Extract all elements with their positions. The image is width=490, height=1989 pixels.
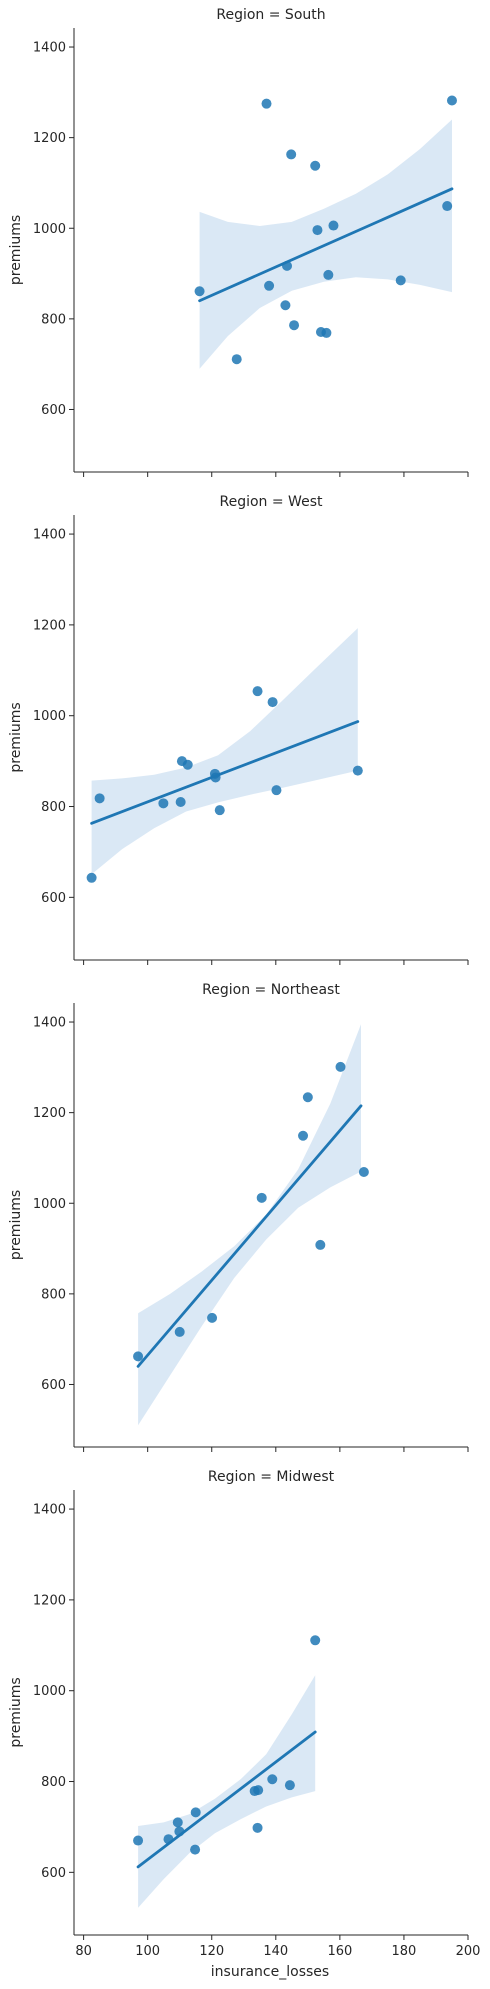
confidence-band — [138, 1675, 316, 1908]
data-point — [210, 772, 221, 783]
facet-title: Region = West — [220, 494, 323, 510]
data-point — [312, 225, 323, 236]
facet-panel: Region = West 600 800 1000 1200 1400 premiums — [8, 494, 469, 965]
data-point — [280, 300, 291, 311]
data-point — [271, 785, 282, 796]
data-point — [94, 793, 105, 804]
data-point — [261, 98, 272, 109]
data-point — [289, 320, 300, 331]
data-point — [442, 201, 453, 212]
regression-line — [136, 1730, 317, 1869]
facet-panel: Region = Midwest 600 800 1000 1200 1400 80 100 1… — [8, 1469, 480, 1959]
data-point — [298, 1130, 309, 1141]
data-point — [267, 697, 278, 708]
data-point — [264, 280, 275, 291]
x-tick-label: 180 — [392, 1944, 417, 1959]
data-point — [190, 1844, 201, 1855]
y-axis-label: premiums — [8, 215, 24, 285]
data-point — [395, 275, 406, 286]
data-point — [214, 805, 225, 816]
y-tick-label: 1000 — [33, 1684, 66, 1699]
data-point — [190, 1807, 201, 1818]
y-tick-label: 600 — [41, 891, 66, 906]
y-tick-label: 800 — [41, 312, 66, 327]
y-tick-label: 600 — [41, 403, 66, 418]
data-point — [252, 1822, 263, 1833]
data-point — [163, 1834, 174, 1845]
data-point — [310, 160, 321, 171]
data-point — [174, 1826, 185, 1837]
data-point — [358, 1166, 369, 1177]
facet-panel: Region = Northeast 600 800 1000 1200 1400 prem… — [8, 982, 469, 1452]
data-point — [256, 1192, 267, 1203]
y-tick-label: 1400 — [33, 1503, 66, 1518]
confidence-band — [91, 628, 358, 875]
y-tick-label: 1400 — [33, 1016, 66, 1031]
data-point — [352, 765, 363, 776]
data-point — [315, 1239, 326, 1250]
data-point — [310, 1635, 321, 1646]
y-axis-label: premiums — [8, 1190, 24, 1260]
data-point — [133, 1835, 144, 1846]
facet-title: Region = Midwest — [208, 1469, 335, 1485]
data-point — [174, 1326, 185, 1337]
data-point — [231, 354, 242, 365]
data-point — [175, 796, 186, 807]
data-point — [86, 872, 97, 883]
x-axis-label: insurance_losses — [211, 1964, 329, 1980]
y-tick-label: 1200 — [33, 1106, 66, 1121]
facet-panel: Region = South 600 800 1000 1200 1400 premiums — [8, 7, 469, 477]
data-point — [321, 327, 332, 338]
y-tick-label: 600 — [41, 1378, 66, 1393]
x-tick-label: 80 — [75, 1944, 92, 1959]
data-point — [323, 269, 334, 280]
data-point — [335, 1061, 346, 1072]
data-point — [286, 149, 297, 160]
facet-title: Region = South — [216, 7, 325, 23]
data-point — [172, 1817, 183, 1828]
x-tick-label: 200 — [456, 1944, 481, 1959]
y-tick-label: 1400 — [33, 528, 66, 543]
data-point — [328, 220, 339, 231]
x-tick-label: 140 — [263, 1944, 288, 1959]
regression-line — [198, 187, 454, 303]
data-point — [284, 1780, 295, 1791]
y-tick-label: 1200 — [33, 618, 66, 633]
x-tick-label: 160 — [327, 1944, 352, 1959]
x-tick-label: 120 — [199, 1944, 224, 1959]
confidence-band — [138, 1024, 361, 1426]
y-tick-label: 1400 — [33, 41, 66, 56]
y-tick-label: 800 — [41, 1775, 66, 1790]
regression-line — [136, 1104, 363, 1368]
data-point — [446, 95, 457, 106]
x-tick-label: 100 — [135, 1944, 160, 1959]
y-tick-label: 800 — [41, 1287, 66, 1302]
y-tick-label: 1200 — [33, 131, 66, 146]
data-point — [133, 1351, 144, 1362]
y-axis-label: premiums — [8, 702, 24, 772]
data-point — [194, 286, 205, 297]
data-point — [158, 798, 169, 809]
y-axis-label: premiums — [8, 1677, 24, 1747]
data-point — [253, 1785, 264, 1796]
facet-title: Region = Northeast — [202, 982, 340, 998]
data-point — [282, 260, 293, 271]
data-point — [302, 1092, 313, 1103]
data-point — [182, 759, 193, 770]
y-tick-label: 1000 — [33, 709, 66, 724]
y-tick-label: 800 — [41, 800, 66, 815]
y-tick-label: 1000 — [33, 222, 66, 237]
y-tick-label: 1000 — [33, 1197, 66, 1212]
data-point — [252, 686, 263, 697]
data-point — [207, 1312, 218, 1323]
regression-line — [90, 720, 360, 825]
y-tick-label: 600 — [41, 1866, 66, 1881]
y-tick-label: 1200 — [33, 1593, 66, 1608]
data-point — [267, 1774, 278, 1785]
